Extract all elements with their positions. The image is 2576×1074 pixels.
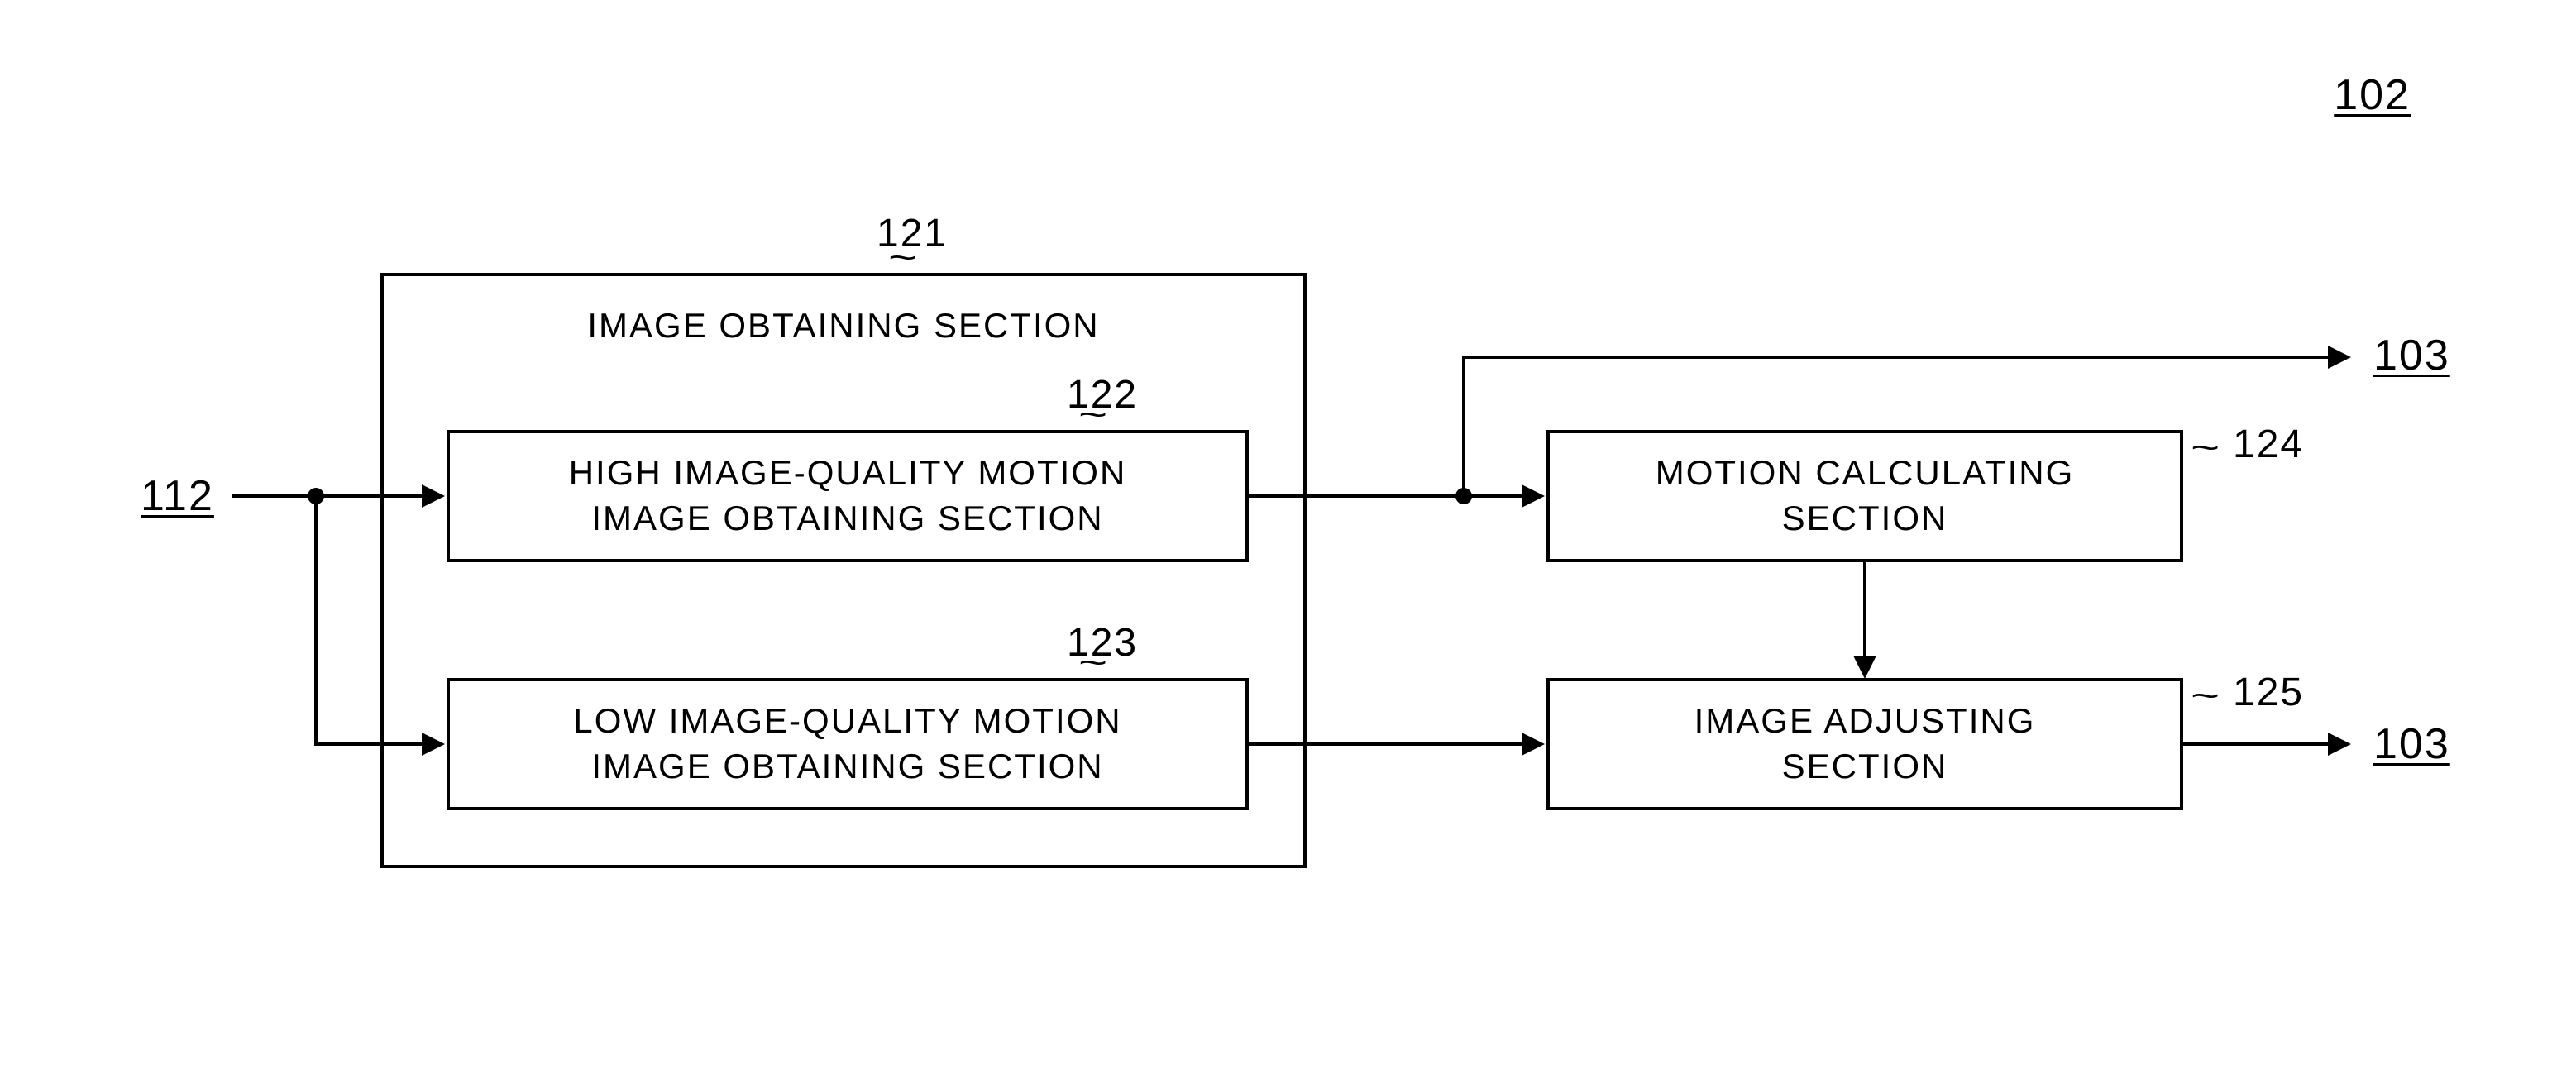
arrow-to-103-top — [2328, 346, 2351, 369]
line-low-out — [1249, 742, 1523, 746]
line-to-motion — [1464, 494, 1523, 498]
image-adjusting-section-box: IMAGE ADJUSTING SECTION — [1546, 678, 2183, 810]
output-103-top-label: 103 — [2373, 331, 2450, 380]
adj-line2: SECTION — [1782, 744, 1948, 790]
motion-line1: MOTION CALCULATING — [1656, 451, 2075, 496]
low-line1: LOW IMAGE-QUALITY MOTION — [573, 699, 1121, 744]
motion-calc-ref-124: 124 — [2233, 422, 2304, 467]
high-line1: HIGH IMAGE-QUALITY MOTION — [569, 451, 1127, 496]
input-112-label: 112 — [141, 471, 214, 521]
line-to-high — [314, 494, 423, 498]
adj-line1: IMAGE ADJUSTING — [1694, 699, 2036, 744]
low-line2: IMAGE OBTAINING SECTION — [591, 744, 1103, 790]
line-motion-to-adj — [1863, 562, 1866, 657]
line-high-out — [1249, 494, 1464, 498]
arrow-to-103-bottom — [2328, 733, 2351, 756]
motion-line2: SECTION — [1782, 496, 1948, 542]
tilde-122: ~ — [1078, 397, 1107, 434]
arrow-to-low — [422, 733, 445, 756]
high-line2: IMAGE OBTAINING SECTION — [591, 496, 1103, 542]
line-adj-out — [2183, 742, 2330, 746]
high-quality-section-box: HIGH IMAGE-QUALITY MOTION IMAGE OBTAININ… — [447, 430, 1249, 562]
arrow-to-motion — [1522, 484, 1545, 508]
tilde-121: ~ — [888, 240, 917, 277]
tilde-125: ~ — [2191, 678, 2220, 715]
line-input-down — [314, 494, 318, 744]
output-103-bottom-label: 103 — [2373, 719, 2450, 769]
line-to-103-top — [1462, 356, 2330, 359]
arrow-motion-to-adj — [1853, 656, 1876, 679]
motion-calculating-section-box: MOTION CALCULATING SECTION — [1546, 430, 2183, 562]
arrow-to-adj — [1522, 733, 1545, 756]
outer-title: IMAGE OBTAINING SECTION — [380, 306, 1307, 346]
low-quality-section-box: LOW IMAGE-QUALITY MOTION IMAGE OBTAINING… — [447, 678, 1249, 810]
line-to-low — [314, 742, 423, 746]
image-adj-ref-125: 125 — [2233, 670, 2304, 715]
line-high-up — [1462, 356, 1465, 496]
diagram-canvas: 102 IMAGE OBTAINING SECTION 121 ~ HIGH I… — [0, 0, 2576, 1074]
arrow-to-high — [422, 484, 445, 508]
ref-102: 102 — [2334, 70, 2411, 120]
tilde-123: ~ — [1078, 645, 1107, 682]
tilde-124: ~ — [2191, 430, 2220, 467]
